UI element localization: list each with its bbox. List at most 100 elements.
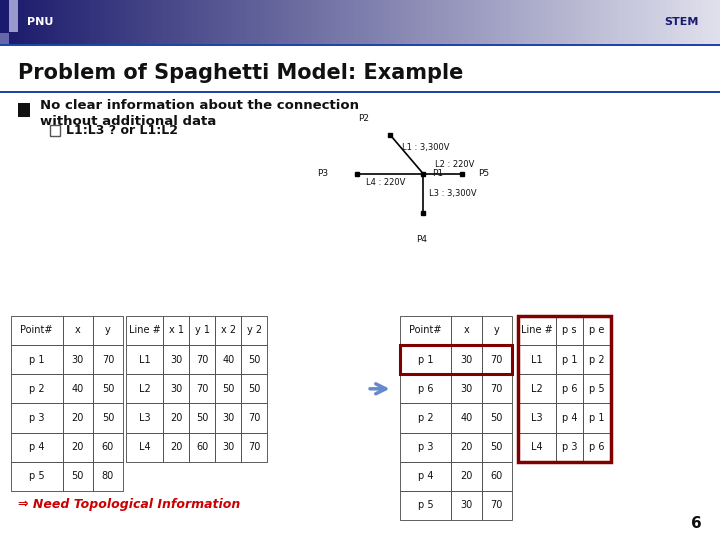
Text: 30: 30 <box>170 355 183 365</box>
Bar <box>509 0 511 44</box>
Bar <box>221 0 223 44</box>
Bar <box>475 0 477 44</box>
Bar <box>130 0 132 44</box>
Text: L3: L3 <box>139 413 150 423</box>
Bar <box>67 0 70 44</box>
Text: 50: 50 <box>71 471 84 481</box>
Bar <box>126 345 163 374</box>
Bar <box>634 0 636 44</box>
Bar <box>215 316 241 345</box>
Bar <box>297 0 300 44</box>
Bar <box>413 0 415 44</box>
Text: y: y <box>105 326 111 335</box>
Bar <box>353 0 355 44</box>
Bar <box>348 0 351 44</box>
Bar <box>454 0 456 44</box>
Bar <box>79 0 81 44</box>
Bar <box>163 316 189 345</box>
Text: Point#: Point# <box>20 326 53 335</box>
Bar <box>204 0 207 44</box>
Bar <box>502 0 504 44</box>
Bar <box>545 0 547 44</box>
Bar <box>480 0 482 44</box>
Bar <box>439 0 441 44</box>
Bar <box>410 0 413 44</box>
Bar <box>667 0 670 44</box>
Bar <box>583 433 611 462</box>
Bar <box>245 0 247 44</box>
Bar <box>691 0 693 44</box>
Bar <box>487 0 490 44</box>
Bar <box>451 403 482 433</box>
Bar <box>189 0 192 44</box>
Text: x 1: x 1 <box>169 326 184 335</box>
Bar <box>715 0 718 44</box>
Text: 60: 60 <box>196 442 209 452</box>
Bar <box>18 103 30 117</box>
Bar <box>63 0 65 44</box>
Bar <box>9 0 12 44</box>
Text: L1:L3 ? or L1:L2: L1:L3 ? or L1:L2 <box>66 124 179 137</box>
Bar <box>473 0 475 44</box>
Text: 80: 80 <box>102 471 114 481</box>
Bar <box>670 0 672 44</box>
Bar <box>225 0 228 44</box>
Text: L1 : 3,300V: L1 : 3,300V <box>402 144 449 152</box>
Bar <box>31 0 34 44</box>
Bar <box>451 491 482 520</box>
Bar <box>22 0 24 44</box>
Bar <box>259 0 261 44</box>
Bar <box>557 0 559 44</box>
Text: x: x <box>464 326 469 335</box>
Bar <box>521 0 523 44</box>
Bar <box>117 0 120 44</box>
Bar <box>614 0 617 44</box>
Bar <box>598 0 600 44</box>
Bar <box>605 0 607 44</box>
Bar <box>215 345 241 374</box>
Bar <box>81 0 84 44</box>
Bar <box>94 0 96 44</box>
Text: 70: 70 <box>490 501 503 510</box>
Bar <box>156 0 158 44</box>
Bar <box>257 0 259 44</box>
Bar <box>288 0 290 44</box>
Text: 70: 70 <box>490 355 503 365</box>
Bar <box>400 403 451 433</box>
Bar <box>528 0 531 44</box>
Bar <box>209 0 211 44</box>
Bar <box>215 374 241 403</box>
Bar <box>241 345 267 374</box>
Text: 30: 30 <box>170 384 183 394</box>
Bar <box>178 0 180 44</box>
Bar <box>556 374 583 403</box>
Bar <box>215 433 241 462</box>
Bar <box>185 0 187 44</box>
Bar <box>163 403 189 433</box>
Bar <box>451 0 454 44</box>
Text: 50: 50 <box>490 442 503 452</box>
Bar <box>384 0 387 44</box>
Bar <box>400 316 451 345</box>
Text: 40: 40 <box>71 384 84 394</box>
Bar <box>218 0 221 44</box>
Text: 50: 50 <box>248 355 261 365</box>
Text: PNU: PNU <box>27 17 54 27</box>
Bar <box>276 0 279 44</box>
Bar <box>108 0 110 44</box>
Bar <box>189 374 215 403</box>
Text: p 3: p 3 <box>29 413 45 423</box>
Text: 60: 60 <box>490 471 503 481</box>
Bar <box>574 0 576 44</box>
Bar <box>708 0 711 44</box>
Bar <box>12 0 14 44</box>
Bar <box>556 345 583 374</box>
Bar <box>163 345 189 374</box>
Bar <box>456 0 459 44</box>
Bar <box>538 0 540 44</box>
Bar <box>564 0 567 44</box>
Text: 60: 60 <box>102 442 114 452</box>
Text: Problem of Spaghetti Model: Example: Problem of Spaghetti Model: Example <box>18 63 464 83</box>
Bar <box>17 0 19 44</box>
Text: 30: 30 <box>222 413 235 423</box>
